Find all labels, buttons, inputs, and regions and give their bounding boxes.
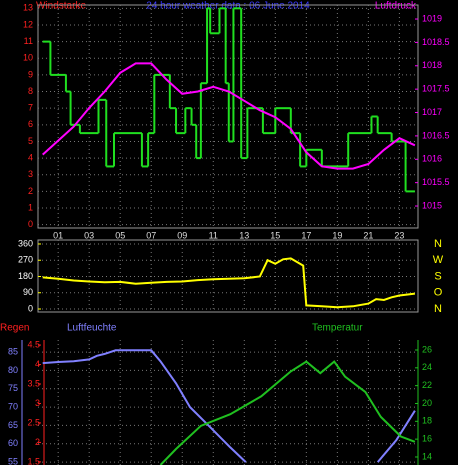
axis-label: Temperatur xyxy=(312,323,363,334)
y2-tick-label: W xyxy=(433,254,444,266)
x-tick-label: 11 xyxy=(209,230,218,240)
x-tick-label: 09 xyxy=(177,230,187,240)
y3-tick-label: 2 xyxy=(35,437,40,447)
y-tick-label: 270 xyxy=(18,255,33,265)
y-tick-label: 8 xyxy=(28,86,33,96)
y2-tick-label: 1017 xyxy=(422,107,442,117)
y3-tick-label: 3 xyxy=(35,398,40,408)
data-line xyxy=(42,349,416,463)
y-tick-label: 7 xyxy=(28,103,33,113)
y2-tick-label: 1015 xyxy=(422,200,442,210)
y-tick-label: 75 xyxy=(8,383,18,393)
y2-tick-label: N xyxy=(434,238,442,250)
plot-frame xyxy=(37,4,419,229)
y-tick-label: 70 xyxy=(8,401,18,411)
y-tick-label: 360 xyxy=(18,238,33,248)
y3-tick-label: 3.5 xyxy=(27,378,40,388)
x-tick-label: 15 xyxy=(270,230,280,240)
y2-tick-label: 1017.5 xyxy=(422,84,450,94)
y-tick-label: 1 xyxy=(28,202,33,212)
y-tick-label: 13 xyxy=(23,3,33,13)
y2-tick-label: 1016.5 xyxy=(422,130,450,140)
y2-tick-label: N xyxy=(434,303,442,315)
y3-tick-label: 4 xyxy=(35,359,40,369)
y-tick-label: 65 xyxy=(8,420,18,430)
x-tick-label: 05 xyxy=(115,230,125,240)
y2-tick-label: 18 xyxy=(422,416,432,426)
axis-label: Luftfeuchte xyxy=(67,323,117,334)
x-tick-label: 03 xyxy=(84,230,94,240)
y2-tick-label: S xyxy=(434,270,441,282)
y-tick-label: 5 xyxy=(28,136,33,146)
y-tick-label: 4 xyxy=(28,152,33,162)
y2-tick-label: 22 xyxy=(422,380,432,390)
y2-tick-label: 14 xyxy=(422,451,432,461)
y-tick-label: 90 xyxy=(23,287,33,297)
y-tick-label: 180 xyxy=(18,271,33,281)
data-line xyxy=(159,360,416,465)
y2-tick-label: 1016 xyxy=(422,154,442,164)
y2-tick-label: 20 xyxy=(422,398,432,408)
y-tick-label: 10 xyxy=(23,53,33,63)
y3-tick-label: 1.5 xyxy=(27,456,40,465)
x-tick-label: 01 xyxy=(53,230,63,240)
data-line xyxy=(42,257,416,309)
y-tick-label: 11 xyxy=(24,36,33,46)
y-tick-label: 2 xyxy=(28,186,33,196)
y2-tick-label: 24 xyxy=(422,362,432,372)
x-tick-label: 13 xyxy=(239,230,249,240)
y-tick-label: 85 xyxy=(8,346,18,356)
y3-tick-label: 2.5 xyxy=(27,417,40,427)
x-tick-label: 21 xyxy=(363,230,373,240)
axis-label: Regen xyxy=(0,323,29,334)
y-tick-label: 0 xyxy=(28,219,33,229)
x-tick-label: 07 xyxy=(146,230,156,240)
x-tick-label: 19 xyxy=(332,230,342,240)
y2-tick-label: 1018 xyxy=(422,60,442,70)
axis-label: Luftdruck xyxy=(375,1,417,12)
y-tick-label: 12 xyxy=(23,19,33,29)
y-tick-label: 60 xyxy=(8,438,18,448)
y-tick-label: 9 xyxy=(28,69,33,79)
y2-tick-label: 16 xyxy=(422,434,432,444)
y2-tick-label: 1018.5 xyxy=(422,37,450,47)
y-tick-label: 55 xyxy=(8,456,18,465)
y-tick-label: 0 xyxy=(28,303,33,313)
y-tick-label: 80 xyxy=(8,365,18,375)
x-tick-label: 17 xyxy=(301,230,311,240)
y2-tick-label: 26 xyxy=(422,344,432,354)
axis-label: Windstarke xyxy=(36,1,86,12)
y2-tick-label: 1015.5 xyxy=(422,177,450,187)
chart-title: 24 hour weather data : 06 June 2014 xyxy=(146,1,310,12)
x-tick-label: 23 xyxy=(394,230,404,240)
y-tick-label: 3 xyxy=(28,169,33,179)
y-tick-label: 6 xyxy=(28,119,33,129)
y2-tick-label: 1019 xyxy=(422,13,442,23)
data-line xyxy=(42,62,416,170)
y2-tick-label: O xyxy=(434,287,443,299)
y3-tick-label: 4.5 xyxy=(27,339,40,349)
